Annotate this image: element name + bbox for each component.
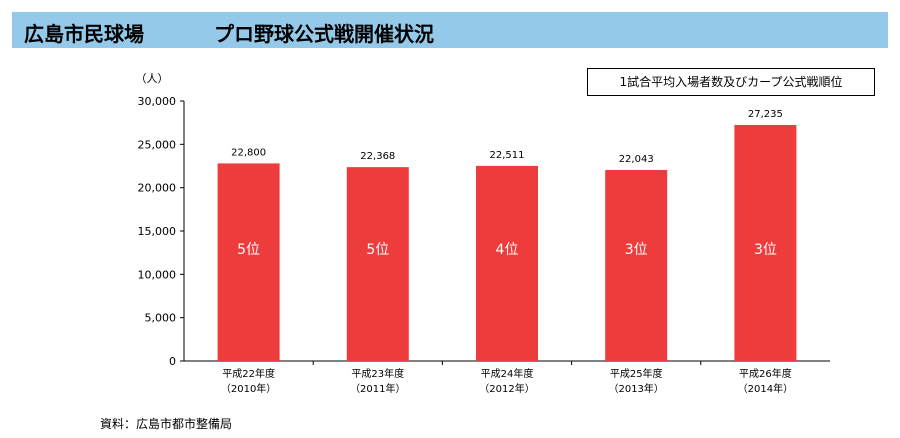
x-category-label: 平成22年度 [222,367,275,380]
bar-rank-label: 4位 [496,242,519,258]
x-category-year-label: （2011年） [350,382,405,395]
bar [605,169,668,361]
x-category-label: 平成26年度 [739,367,792,380]
source-note: 資料：広島市都市整備局 [100,417,233,431]
x-category-label: 平成24年度 [481,367,534,380]
x-category-year-label: （2014年） [738,382,793,395]
page-title: 広島市民球場 [24,22,144,46]
bar [217,163,280,361]
bar [476,165,538,361]
header-bar: 広島市民球場 プロ野球公式戦開催状況 [12,12,888,48]
bar-rank-label: 3位 [754,242,777,258]
page-subtitle: プロ野球公式戦開催状況 [214,22,434,46]
bar-rank-label: 5位 [366,242,389,258]
y-axis-unit-label: （人） [136,72,169,85]
bar-value-label: 22,511 [490,150,525,161]
x-category-label: 平成23年度 [351,367,404,380]
bar-value-label: 22,800 [231,147,266,158]
y-tick-label: 0 [169,355,176,368]
bar [734,124,797,361]
y-tick-label: 15,000 [138,225,177,238]
x-category-year-label: （2013年） [608,382,663,395]
y-tick-label: 30,000 [138,95,177,108]
bar-value-label: 27,235 [748,109,783,120]
x-category-year-label: （2010年） [221,382,276,395]
y-tick-label: 20,000 [138,182,177,195]
x-category-year-label: （2012年） [479,382,534,395]
legend-box: 1試合平均入場者数及びカープ公式戦順位 [587,68,875,96]
bar-value-label: 22,368 [360,151,395,162]
bar-rank-label: 5位 [237,242,260,258]
bar-value-label: 22,043 [619,154,654,165]
bar [346,167,409,361]
y-tick-label: 25,000 [138,138,177,151]
y-tick-label: 10,000 [138,268,177,281]
y-tick-label: 5,000 [145,312,177,325]
x-category-label: 平成25年度 [610,367,663,380]
bar-rank-label: 3位 [625,242,648,258]
